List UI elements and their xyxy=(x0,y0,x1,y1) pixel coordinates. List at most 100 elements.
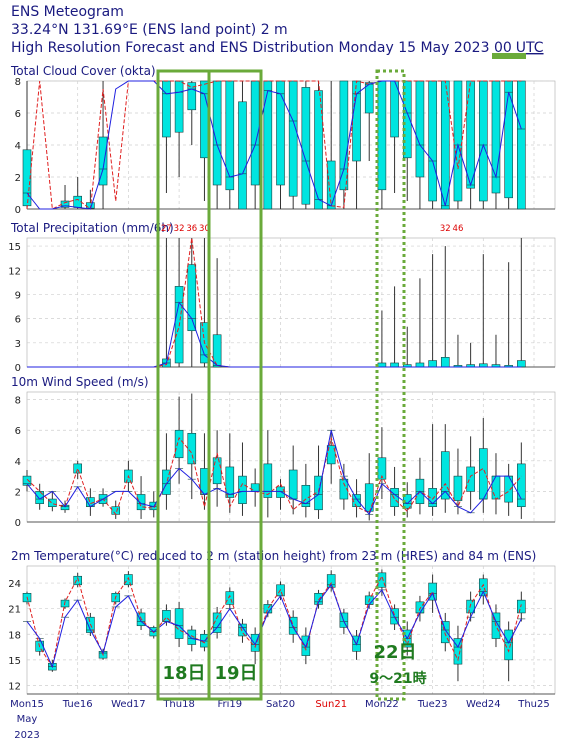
ens-box xyxy=(364,82,374,114)
y-tick-label: 0 xyxy=(15,518,21,529)
ens-box xyxy=(440,621,450,644)
ens-box xyxy=(314,90,323,210)
x-sub-month: May xyxy=(17,714,38,725)
ens-box xyxy=(428,488,437,508)
subtitle-main: High Resolution Forecast and ENS Distrib… xyxy=(11,40,512,56)
x-tick-label: Mon15 xyxy=(10,699,44,710)
ens-box xyxy=(478,80,488,202)
ens-box xyxy=(352,494,361,508)
ens-box xyxy=(428,360,437,368)
ens-box xyxy=(187,264,197,332)
ens-box xyxy=(212,334,222,368)
ens-box xyxy=(377,362,387,368)
y-tick-label: 15 xyxy=(8,656,21,667)
ens-median-line xyxy=(26,583,522,669)
ens-box xyxy=(402,80,412,159)
ens-box xyxy=(174,80,184,133)
ens-box xyxy=(301,87,311,205)
x-tick-label: Thu18 xyxy=(162,699,195,710)
x-tick-label: Tue23 xyxy=(417,699,448,710)
ens-box xyxy=(326,574,336,588)
meteogram-title: ENS Meteogram xyxy=(11,4,124,20)
ens-box xyxy=(124,574,133,586)
ens-box xyxy=(390,362,399,368)
panel-frame xyxy=(26,237,556,368)
ens-box xyxy=(111,506,121,515)
y-tick-label: 8 xyxy=(15,77,21,88)
ens-box xyxy=(276,80,285,186)
y-tick-label: 0 xyxy=(15,363,21,374)
x-tick-label: Sat20 xyxy=(266,699,295,710)
forecast-subtitle: High Resolution Forecast and ENS Distrib… xyxy=(11,40,544,56)
location-text: 33.24°N 131.69°E (ENS land point) 2 m xyxy=(11,22,288,38)
ens-box xyxy=(301,484,311,508)
ens-box xyxy=(288,616,298,635)
ens-box xyxy=(238,475,247,504)
ens-box xyxy=(212,457,222,485)
ens-box xyxy=(73,463,82,474)
x-tick-label: Wed17 xyxy=(111,699,146,710)
ens-box xyxy=(136,494,146,511)
x-tick-label: Thu25 xyxy=(517,699,550,710)
annotations: 18日 19日 22日 9～21時 xyxy=(156,69,427,701)
label-19: 19日 xyxy=(214,663,257,684)
ens-box xyxy=(162,80,171,138)
ens-box xyxy=(415,80,425,178)
ens-box xyxy=(314,593,323,605)
ens-box xyxy=(453,80,463,202)
y-tick-label: 6 xyxy=(15,426,21,437)
highlight-22 xyxy=(375,69,406,701)
ens-box xyxy=(162,469,171,495)
y-tick-label: 2 xyxy=(15,487,21,498)
ens-box xyxy=(466,80,475,189)
ens-box xyxy=(517,463,526,508)
ens-box xyxy=(48,498,57,508)
ens-box xyxy=(187,82,197,111)
ens-box xyxy=(225,80,235,191)
ens-box xyxy=(339,478,349,500)
y-tick-label: 2 xyxy=(15,173,21,184)
hres-line xyxy=(26,436,522,516)
x-tick-label: Sun21 xyxy=(315,699,347,710)
ens-box xyxy=(517,360,526,368)
label-18: 18日 xyxy=(162,663,205,684)
ens-median-line xyxy=(26,80,522,210)
y-tick-label: 24 xyxy=(8,579,21,590)
ens-box xyxy=(390,488,399,508)
ens-box xyxy=(440,357,450,368)
y-tick-label: 12 xyxy=(8,681,21,692)
ens-box xyxy=(517,80,526,210)
overflow-label: 32 xyxy=(440,224,451,234)
ens-box xyxy=(352,80,361,162)
label-22-hours: 9～21時 xyxy=(369,670,426,687)
ens-box xyxy=(504,629,513,661)
x-tick-label: Wed24 xyxy=(466,699,501,710)
ens-box xyxy=(415,601,425,614)
ens-box xyxy=(187,432,197,465)
panel-title: 10m Wind Speed (m/s) xyxy=(11,375,149,389)
overflow-label: 27 xyxy=(161,224,172,234)
y-tick-label: 4 xyxy=(15,457,21,468)
ens-box xyxy=(428,80,437,202)
ens-box xyxy=(73,575,82,586)
y-tick-label: 9 xyxy=(15,290,21,301)
y-tick-label: 3 xyxy=(15,339,21,350)
ens-box xyxy=(187,629,197,645)
overflow-label: 46 xyxy=(453,224,464,234)
ens-box xyxy=(225,466,235,498)
ens-box xyxy=(238,623,247,637)
highlight-19 xyxy=(207,69,263,701)
hres-line xyxy=(27,237,522,368)
ens-box xyxy=(263,463,273,498)
ens-box xyxy=(22,475,32,486)
ens-box xyxy=(504,80,513,199)
ens-box xyxy=(491,475,501,500)
ens-box xyxy=(225,591,235,605)
utc-highlight-bar xyxy=(492,53,526,59)
ens-box xyxy=(428,582,437,601)
panel-title: Total Cloud Cover (okta) xyxy=(10,64,156,78)
y-tick-label: 18 xyxy=(8,630,21,641)
ens-box xyxy=(440,451,450,500)
